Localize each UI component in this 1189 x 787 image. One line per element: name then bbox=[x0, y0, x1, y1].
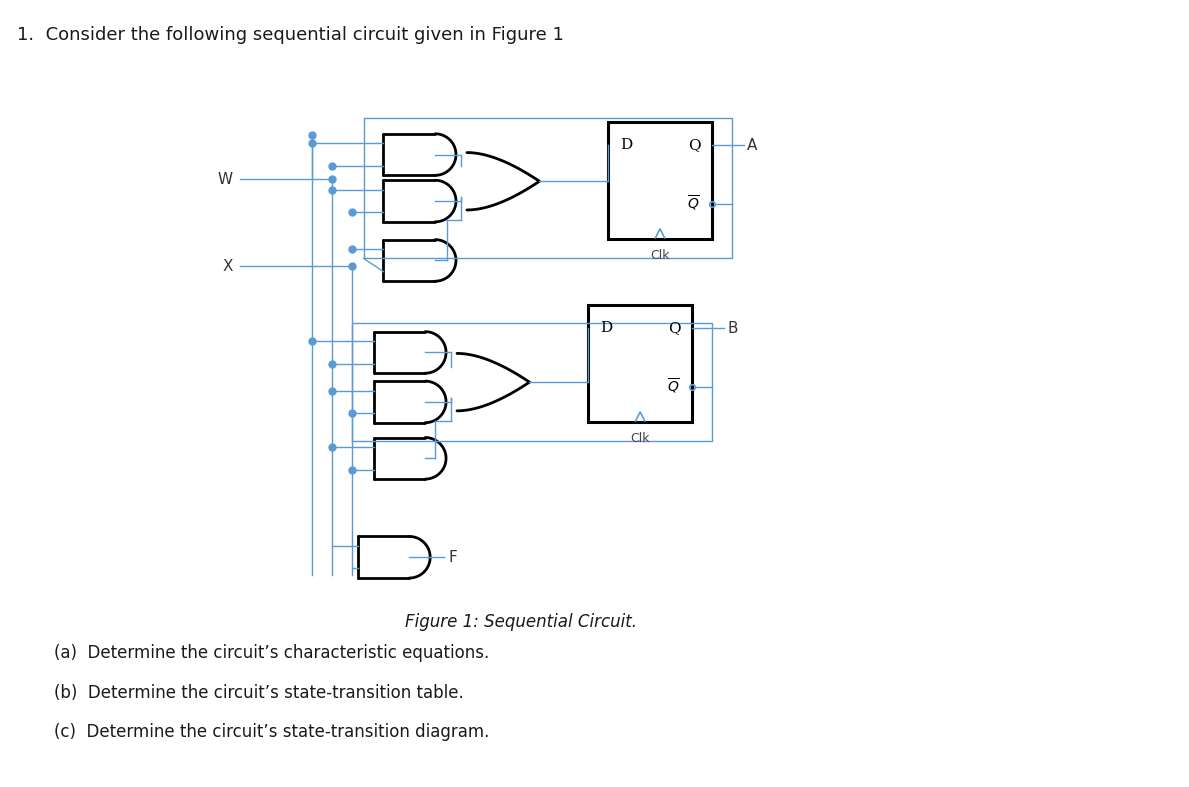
Bar bbox=[608, 122, 712, 238]
Text: $\overline{Q}$: $\overline{Q}$ bbox=[667, 377, 680, 397]
Text: W: W bbox=[218, 172, 233, 187]
Text: (b)  Determine the circuit’s state-transition table.: (b) Determine the circuit’s state-transi… bbox=[54, 684, 464, 702]
Text: F: F bbox=[448, 550, 457, 565]
Text: B: B bbox=[726, 321, 737, 336]
Text: D: D bbox=[619, 139, 633, 152]
Text: D: D bbox=[600, 321, 612, 335]
Text: Figure 1: Sequential Circuit.: Figure 1: Sequential Circuit. bbox=[404, 612, 636, 630]
Text: X: X bbox=[222, 259, 233, 274]
Text: (a)  Determine the circuit’s characteristic equations.: (a) Determine the circuit’s characterist… bbox=[54, 645, 489, 663]
Text: Q: Q bbox=[687, 139, 700, 152]
Text: 1.  Consider the following sequential circuit given in Figure 1: 1. Consider the following sequential cir… bbox=[17, 26, 564, 44]
Text: Q: Q bbox=[668, 321, 680, 335]
Text: Clk: Clk bbox=[630, 431, 650, 445]
Text: (c)  Determine the circuit’s state-transition diagram.: (c) Determine the circuit’s state-transi… bbox=[54, 723, 489, 741]
Text: Clk: Clk bbox=[650, 249, 669, 261]
Text: $\overline{Q}$: $\overline{Q}$ bbox=[687, 194, 700, 213]
Text: A: A bbox=[747, 138, 757, 153]
Bar bbox=[589, 305, 692, 422]
